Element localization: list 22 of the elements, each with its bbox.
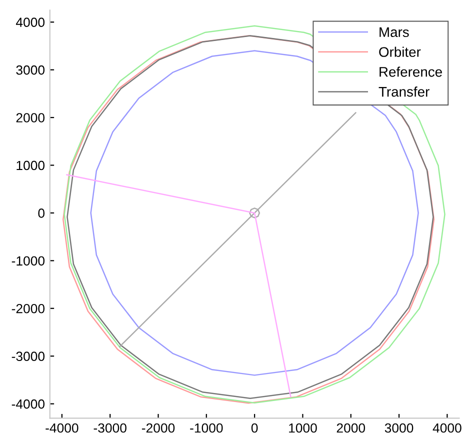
legend-label: Reference xyxy=(380,66,442,77)
x-tick-label: -1000 xyxy=(190,423,223,433)
x-tick-label: 3000 xyxy=(384,423,414,433)
x-tick-label: -4000 xyxy=(46,423,78,433)
legend-label: Mars xyxy=(380,27,409,38)
y-tick-label: 2000 xyxy=(16,113,45,122)
x-tick-label: 0 xyxy=(251,423,258,433)
x-tick-label: -3000 xyxy=(94,423,126,433)
x-tick-label: 4000 xyxy=(432,423,462,433)
y-tick-label: 4000 xyxy=(16,18,45,28)
x-tick-label: 2000 xyxy=(336,423,366,433)
y-tick-label: 1000 xyxy=(16,160,45,170)
x-tick-label: 1000 xyxy=(289,423,317,433)
y-tick-label: 0 xyxy=(38,208,45,218)
y-tick-label: -1000 xyxy=(12,256,45,266)
y-tick-label: -2000 xyxy=(12,304,45,314)
y-tick-label: -3000 xyxy=(12,352,45,362)
y-tick-label: 3000 xyxy=(16,65,45,75)
x-tick-label: -2000 xyxy=(142,423,175,433)
legend-label: Orbiter xyxy=(379,46,421,57)
y-tick-label: -4000 xyxy=(12,399,45,409)
legend-label: Transfer xyxy=(378,86,430,97)
